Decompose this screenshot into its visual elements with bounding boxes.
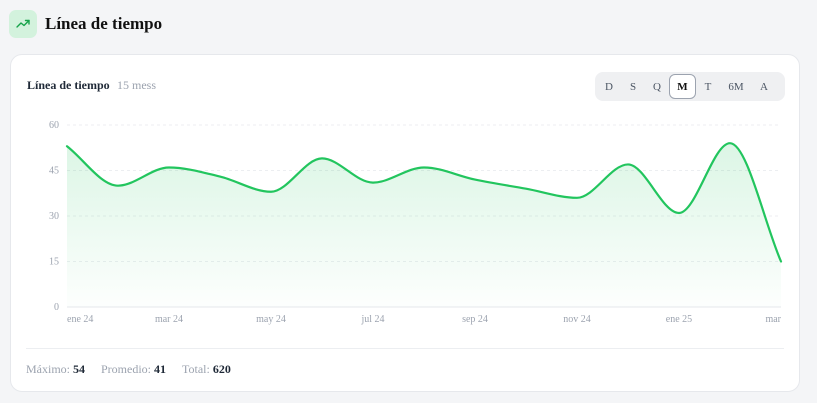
x-tick-label: jul 24	[360, 314, 384, 325]
x-tick-label: may 24	[256, 314, 286, 325]
page-header: Línea de tiempo	[9, 9, 162, 39]
summary-bar: Máximo: 54 Promedio: 41 Total: 620	[26, 362, 247, 377]
max-stat: Máximo: 54	[26, 362, 85, 377]
y-tick-label: 0	[54, 302, 59, 313]
range-option-m[interactable]: M	[669, 74, 696, 99]
range-option-d[interactable]: D	[605, 80, 613, 93]
total-value: 620	[212, 362, 231, 376]
y-tick-label: 15	[49, 257, 59, 268]
x-tick-label: ene 24	[67, 314, 93, 325]
range-option-q[interactable]: Q	[653, 80, 661, 93]
timeline-chart: 0 15 30 45 60 ene 24 mar 24 may 24 jul 24 sep 24…	[49, 120, 783, 325]
x-tick-label: mar	[765, 314, 781, 325]
range-option-t[interactable]: T	[704, 80, 712, 93]
x-tick-label: nov 24	[563, 314, 591, 325]
total-stat: Total: 620	[182, 362, 231, 377]
range-option-s[interactable]: S	[629, 80, 637, 93]
range-option-6m[interactable]: 6M	[728, 80, 744, 93]
x-tick-label: mar 24	[155, 314, 183, 325]
range-option-a[interactable]: A	[760, 80, 768, 93]
max-label: Máximo:	[26, 362, 70, 376]
range-selector: D S Q M T 6M A	[595, 72, 785, 101]
divider	[26, 348, 784, 349]
avg-stat: Promedio: 41	[101, 362, 166, 377]
y-tick-label: 30	[49, 211, 59, 222]
total-label: Total:	[182, 362, 210, 376]
y-tick-label: 60	[49, 120, 59, 131]
avg-label: Promedio:	[101, 362, 151, 376]
max-value: 54	[73, 362, 85, 376]
trending-up-icon	[9, 10, 37, 38]
x-tick-label: ene 25	[666, 314, 692, 325]
series-line	[65, 142, 783, 263]
x-tick-label: sep 24	[462, 314, 488, 325]
timeline-card: Línea de tiempo 15 mess D S Q M T 6M A 0 15 30 45…	[10, 54, 800, 392]
avg-value: 41	[154, 362, 166, 376]
series-area	[67, 143, 781, 307]
y-tick-label: 45	[49, 166, 59, 177]
page-title: Línea de tiempo	[45, 14, 163, 33]
card-title: Línea de tiempo	[27, 78, 110, 92]
card-subtitle: 15 mess	[117, 78, 156, 92]
